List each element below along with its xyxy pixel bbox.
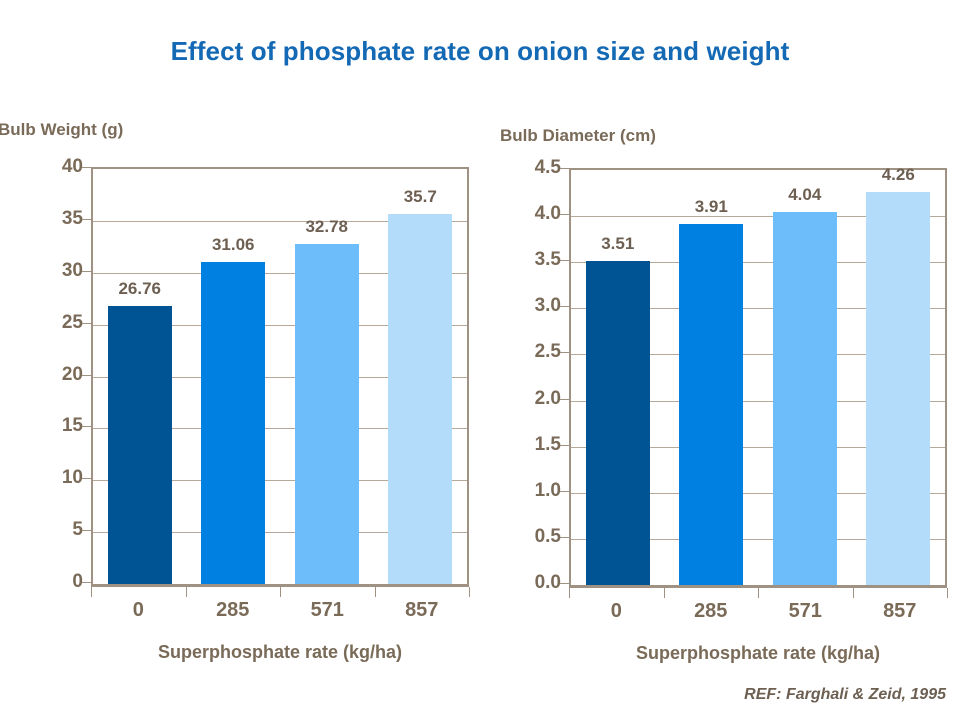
bar-value-label: 4.04: [788, 185, 822, 205]
y-axis-tick-mark: [82, 582, 91, 583]
reference-note: REF: Farghali & Zeid, 1995: [744, 686, 946, 703]
x-axis-tick-label: 0: [610, 600, 622, 622]
bar[interactable]: 4.04: [772, 185, 837, 585]
y-axis-tick-label: 1.0: [534, 479, 561, 501]
y-axis-tick-label: 3.0: [534, 295, 561, 317]
x-axis-tick-mark: [185, 587, 187, 597]
bar-slot: 35.7: [374, 169, 468, 584]
bar[interactable]: 4.26: [866, 165, 931, 585]
y-axis-tick-label: 4.5: [534, 157, 561, 178]
bar-slot: 31.06: [187, 169, 281, 584]
y-axis-tick-label: 40: [61, 156, 83, 177]
bar[interactable]: 3.91: [679, 197, 744, 585]
x-axis-bulb-weight: 0 285 571 857: [91, 599, 469, 622]
y-axis-tick-mark: [560, 214, 569, 216]
x-axis-tick-label: 857: [883, 600, 917, 622]
x-axis-tick-label: 285: [694, 600, 728, 622]
y-axis-tick-label: 35: [61, 207, 83, 229]
y-axis-tick-label: 20: [61, 363, 83, 385]
x-axis-tick-label: 857: [405, 599, 439, 621]
y-axis-tick-mark: [560, 306, 569, 308]
bar-slot: 32.78: [280, 169, 374, 584]
y-axis-tick-label: 2.0: [534, 387, 561, 409]
y-axis-tick-mark: [82, 218, 91, 220]
bar-slot: 4.04: [758, 170, 852, 585]
y-axis-tick-mark: [560, 490, 569, 492]
y-axis-tick-mark: [82, 167, 91, 168]
x-axis-tick-mark: [280, 587, 281, 597]
x-axis-tick-mark: [374, 587, 376, 597]
x-axis-title-bulb-diameter: Superphosphate rate (kg/ha): [635, 643, 881, 663]
x-axis-tick-mark: [947, 588, 948, 598]
chart-title-bulb-diameter: Bulb Diameter (cm): [500, 126, 656, 145]
y-axis-tick-mark: [82, 374, 91, 376]
y-axis-tick-mark: [560, 583, 569, 584]
bar-slot: 3.51: [571, 170, 665, 585]
y-axis-tick-label: 15: [61, 415, 83, 437]
bar-value-label: 3.91: [694, 197, 728, 217]
x-axis-title-bulb-weight: Superphosphate rate (kg/ha): [157, 642, 403, 662]
bar-slot: 3.91: [665, 170, 759, 585]
y-axis-tick-label: 25: [61, 311, 83, 333]
y-axis-tick-label: 4.0: [534, 203, 561, 225]
y-axis-tick-label: 0.0: [534, 572, 561, 593]
x-axis-tick-label: 571: [788, 600, 822, 622]
bar[interactable]: 32.78: [294, 217, 359, 584]
y-axis-tick-label: 30: [61, 259, 83, 281]
bar-series-bulb-diameter: 3.51 3.91 4.04 4.26: [571, 165, 946, 585]
x-axis-tick-mark: [758, 588, 759, 598]
y-axis-tick-mark: [82, 478, 91, 480]
bar-value-label: 31.06: [211, 234, 255, 254]
x-axis-tick-mark: [852, 588, 854, 598]
y-axis-tick-mark: [560, 260, 569, 262]
bar-value-label: 4.26: [881, 165, 915, 185]
bar-value-label: 3.51: [601, 234, 635, 254]
y-axis-tick-mark: [82, 270, 91, 272]
bar[interactable]: 3.51: [585, 234, 650, 585]
y-axis-tick-label: 3.5: [534, 249, 561, 271]
plot-area-bulb-diameter: 3.51 3.91 4.04 4.26: [569, 165, 947, 588]
bar-slot: 4.26: [852, 165, 946, 585]
plot-area-bulb-weight: 26.76 31.06 32.78 35.7: [91, 167, 469, 587]
x-axis-tick-mark: [469, 587, 470, 597]
bar-slot: 26.76: [93, 169, 187, 584]
x-axis-tick-mark: [569, 588, 570, 598]
x-axis-tick-label: 285: [216, 599, 250, 621]
x-axis-tick-label: 571: [310, 599, 344, 621]
y-axis-tick-mark: [82, 322, 91, 324]
y-axis-tick-mark: [560, 536, 569, 538]
y-axis-tick-label: 0.5: [534, 525, 561, 547]
bar-value-label: 32.78: [305, 216, 349, 236]
y-axis-tick-mark: [560, 168, 569, 169]
x-axis-tick-mark: [663, 588, 665, 598]
y-axis-bulb-weight: 40 35 30 25 20 15 10 5 0: [27, 156, 83, 592]
x-axis-bulb-diameter: 0 285 571 857: [569, 600, 947, 623]
y-axis-bulb-diameter: 4.5 4.0 3.5 3.0 2.5 2.0 1.5 1.0 0.5 0.0: [497, 157, 561, 593]
x-axis-tick-mark: [91, 587, 92, 597]
bar-value-label: 35.7: [403, 186, 437, 206]
bar-series-bulb-weight: 26.76 31.06 32.78 35.7: [93, 169, 467, 584]
y-axis-tick-label: 0: [72, 571, 83, 592]
y-axis-tick-mark: [560, 444, 569, 446]
y-axis-tick-mark: [560, 398, 569, 400]
bar[interactable]: 26.76: [107, 279, 172, 584]
y-axis-tick-label: 1.5: [534, 433, 561, 455]
y-axis-tick-mark: [82, 426, 91, 428]
bar-value-label: 26.76: [118, 279, 162, 299]
y-axis-tick-label: 5: [72, 519, 83, 541]
y-axis-tick-mark: [82, 530, 91, 532]
y-axis-tick-mark: [560, 352, 569, 354]
y-axis-tick-label: 2.5: [534, 341, 561, 363]
chart-title-bulb-weight: Bulb Weight (g): [0, 120, 124, 139]
bar[interactable]: 35.7: [388, 187, 453, 584]
bar[interactable]: 31.06: [201, 235, 266, 584]
x-axis-tick-label: 0: [132, 599, 144, 621]
page-title: Effect of phosphate rate on onion size a…: [170, 36, 790, 66]
y-axis-tick-label: 10: [61, 467, 83, 489]
